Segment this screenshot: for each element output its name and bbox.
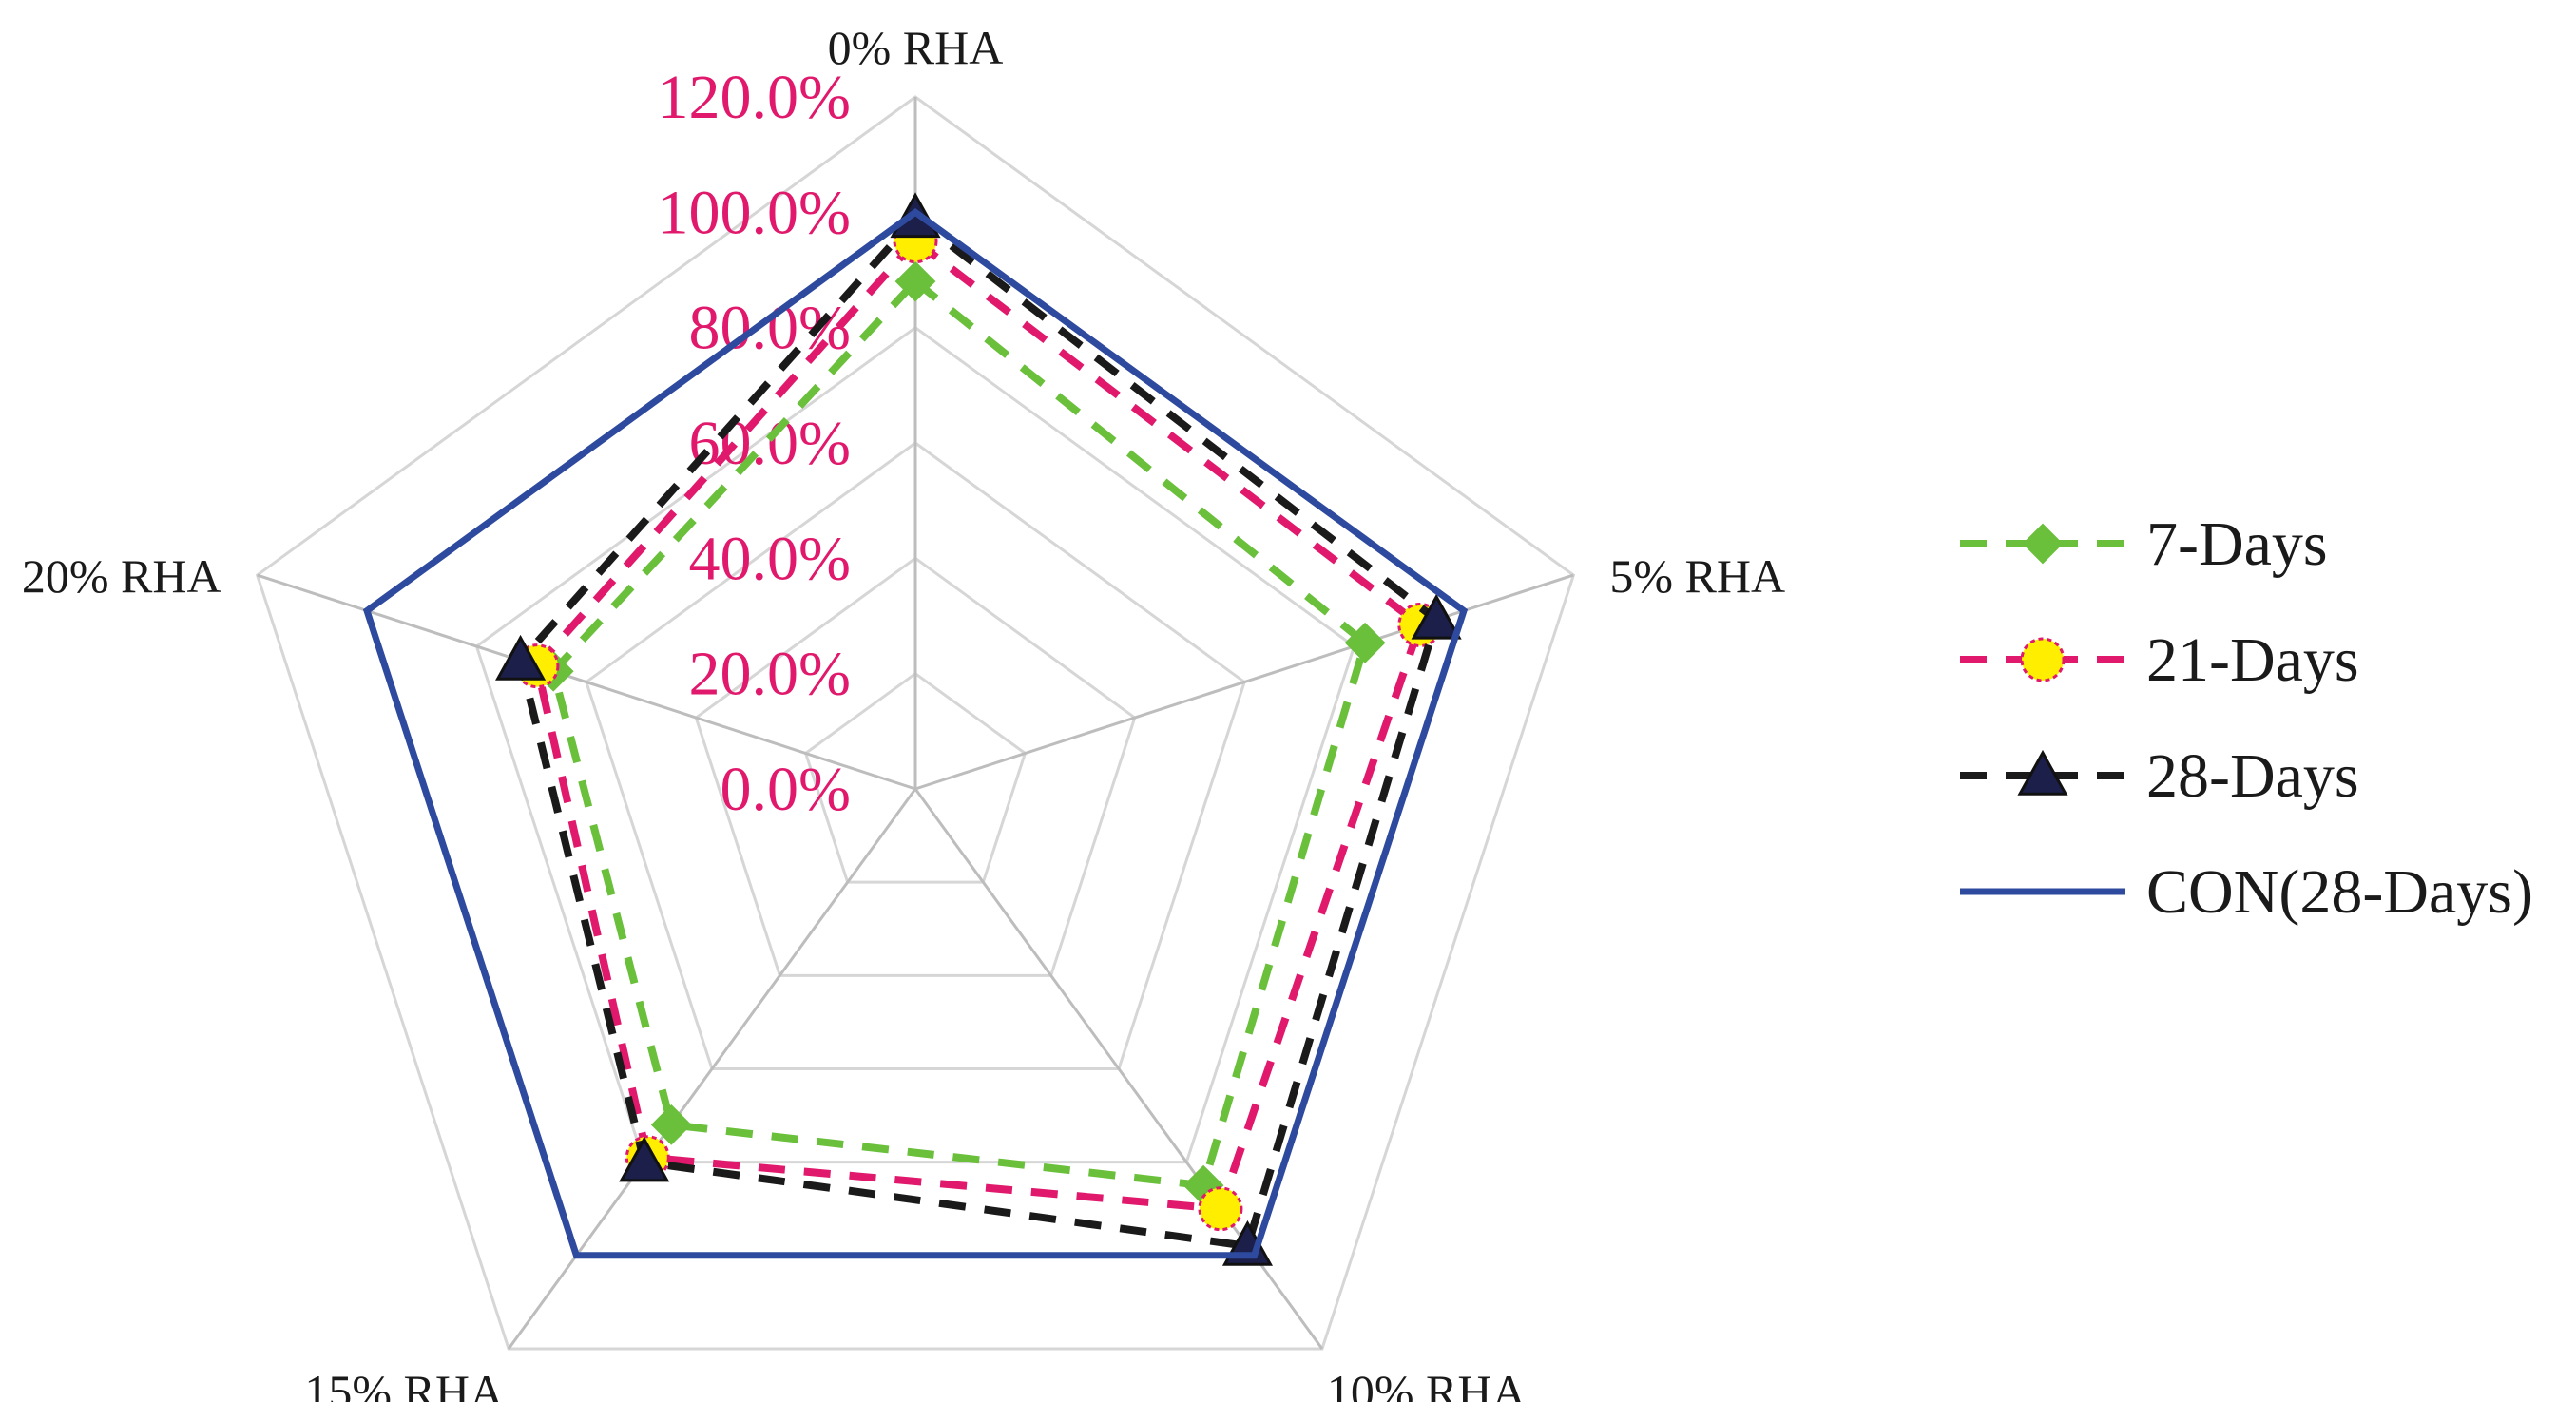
category-label: 10% RHA [1327, 1365, 1527, 1402]
series-con-28-days [362, 208, 1469, 1259]
data-point [2017, 749, 2068, 796]
data-point [619, 1136, 670, 1182]
data-point [894, 260, 936, 302]
legend-label: 21-Days [2146, 625, 2359, 695]
grid-ring [694, 556, 1137, 977]
category-labels: 0% RHA 5% RHA 10% RHA 15% RHA 20% RHA [22, 21, 1785, 1402]
data-point [1411, 593, 1462, 640]
tick-label: 40.0% [689, 524, 851, 593]
data-point [495, 634, 547, 681]
data-point [1198, 1186, 1243, 1232]
tick-label: 80.0% [689, 294, 851, 363]
legend-item: CON(28-Days) [1960, 857, 2533, 927]
series-21-days [514, 219, 1443, 1232]
grid-ring [803, 671, 1028, 884]
grid-ring [255, 95, 1576, 1351]
legend-item: 21-Days [1960, 625, 2359, 695]
category-label: 0% RHA [828, 21, 1004, 74]
data-series [362, 192, 1469, 1266]
legend-label: CON(28-Days) [2146, 857, 2533, 927]
series-7-days [532, 260, 1386, 1206]
legend-item: 7-Days [1960, 509, 2328, 579]
legend-label: 28-Days [2146, 741, 2359, 811]
data-point [1344, 622, 1386, 663]
radial-tick-labels: 0.0% 20.0% 40.0% 60.0% 80.0% 100.0% 120.0% [658, 63, 851, 824]
legend-item: 28-Days [1960, 741, 2359, 811]
tick-label: 0.0% [721, 755, 851, 824]
series-line [548, 276, 1370, 1190]
category-label: 15% RHA [304, 1365, 504, 1402]
legend: 7-Days 21-Days 28-Days CON(28-Days) [1960, 509, 2533, 927]
series-28-days [495, 192, 1462, 1266]
grid-ring [585, 441, 1246, 1070]
data-point [2022, 523, 2064, 565]
legend-label: 7-Days [2146, 509, 2328, 579]
axis-spoke [914, 573, 1574, 791]
data-point [650, 1104, 692, 1145]
tick-label: 20.0% [689, 640, 851, 709]
series-line [362, 208, 1469, 1259]
category-label: 20% RHA [22, 549, 221, 603]
tick-label: 60.0% [689, 409, 851, 478]
tick-label: 120.0% [658, 63, 851, 132]
category-label: 5% RHA [1609, 549, 1785, 603]
tick-label: 100.0% [658, 178, 851, 247]
series-line [516, 212, 1441, 1251]
grid-ring [474, 325, 1356, 1164]
data-point [2020, 637, 2066, 682]
series-line [532, 236, 1425, 1213]
